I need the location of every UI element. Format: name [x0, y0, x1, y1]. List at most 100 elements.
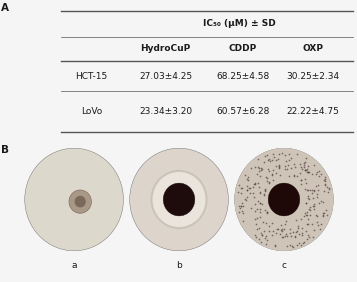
Point	[311, 228, 317, 232]
Point	[303, 155, 309, 160]
Point	[257, 173, 263, 178]
Point	[286, 174, 292, 178]
Point	[316, 174, 321, 178]
Circle shape	[25, 148, 124, 251]
Point	[257, 201, 262, 206]
Circle shape	[75, 196, 86, 208]
Point	[238, 191, 244, 195]
Point	[311, 204, 317, 208]
Point	[269, 172, 275, 177]
Point	[265, 158, 271, 163]
Point	[305, 233, 311, 237]
Point	[266, 180, 272, 184]
Point	[312, 206, 317, 211]
Point	[239, 186, 245, 190]
Point	[261, 191, 267, 196]
Point	[288, 156, 293, 160]
Point	[289, 244, 295, 248]
Point	[240, 203, 246, 208]
Point	[294, 174, 300, 178]
Circle shape	[163, 183, 195, 216]
Point	[325, 213, 330, 217]
Point	[276, 166, 282, 171]
Point	[291, 245, 296, 249]
Point	[313, 171, 319, 176]
Point	[315, 213, 320, 218]
Point	[266, 224, 272, 228]
Point	[248, 206, 254, 210]
Point	[299, 226, 305, 230]
Point	[257, 226, 262, 230]
Point	[301, 240, 307, 244]
Point	[258, 166, 263, 170]
Point	[252, 217, 258, 221]
Point	[284, 233, 290, 238]
Point	[291, 173, 296, 178]
Point	[256, 237, 262, 242]
Point	[325, 190, 331, 195]
Point	[255, 226, 260, 231]
Point	[252, 165, 258, 170]
Point	[315, 188, 321, 193]
Text: 30.25±2.34: 30.25±2.34	[287, 72, 340, 81]
Point	[282, 152, 288, 157]
Point	[283, 158, 289, 163]
Text: b: b	[176, 261, 182, 270]
Point	[236, 204, 242, 209]
Point	[257, 201, 262, 205]
Text: 23.34±3.20: 23.34±3.20	[139, 107, 192, 116]
Point	[314, 195, 320, 199]
Text: 60.57±6.28: 60.57±6.28	[216, 107, 270, 116]
Point	[311, 162, 317, 167]
Point	[259, 233, 265, 237]
Point	[295, 243, 300, 248]
Point	[266, 169, 272, 173]
Point	[270, 178, 276, 183]
Point	[260, 220, 266, 225]
Point	[244, 177, 250, 181]
Point	[250, 191, 256, 195]
Point	[245, 188, 250, 193]
Point	[301, 241, 306, 246]
Point	[293, 233, 298, 238]
Point	[264, 237, 270, 242]
Point	[305, 169, 311, 174]
Point	[322, 182, 328, 187]
Circle shape	[69, 190, 91, 213]
Point	[306, 196, 311, 201]
Point	[279, 235, 285, 239]
Point	[252, 181, 258, 186]
Point	[263, 175, 268, 179]
Text: 68.25±4.58: 68.25±4.58	[216, 72, 269, 81]
Point	[301, 163, 306, 168]
Point	[303, 167, 308, 172]
Point	[295, 224, 300, 228]
Point	[253, 222, 258, 226]
Point	[256, 169, 262, 174]
Point	[326, 187, 332, 191]
Point	[292, 235, 298, 239]
Point	[322, 189, 327, 194]
Text: A: A	[1, 3, 9, 13]
Point	[262, 235, 267, 240]
Point	[313, 213, 319, 217]
Point	[263, 234, 269, 239]
Point	[255, 199, 261, 203]
Point	[244, 188, 250, 193]
Point	[316, 168, 322, 173]
Point	[284, 244, 290, 248]
Point	[320, 213, 326, 217]
Point	[305, 164, 311, 168]
Point	[287, 231, 293, 235]
Point	[303, 201, 308, 206]
Point	[315, 192, 320, 197]
Circle shape	[235, 148, 333, 251]
Point	[317, 227, 322, 232]
Point	[293, 218, 299, 223]
Point	[261, 160, 267, 164]
Point	[273, 171, 279, 175]
Point	[264, 176, 270, 180]
Point	[246, 186, 252, 191]
Point	[262, 208, 268, 213]
Point	[305, 193, 311, 198]
